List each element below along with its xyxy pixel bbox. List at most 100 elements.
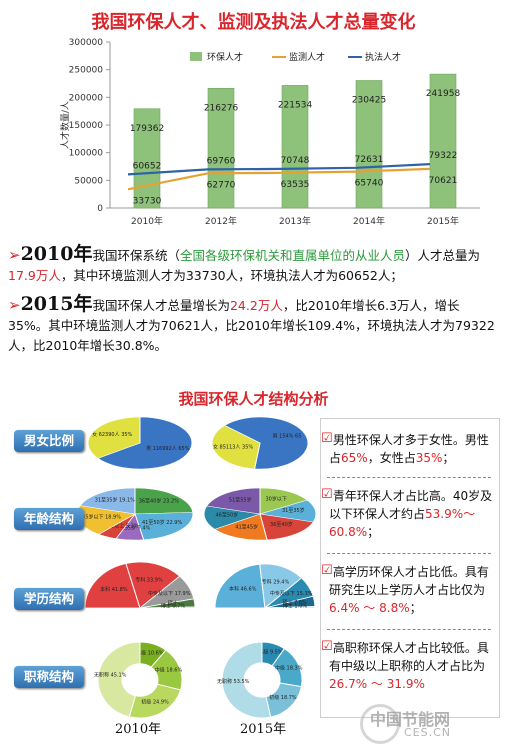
note-gender-e: ； bbox=[442, 451, 455, 465]
pie-label: 中级 18.6% bbox=[155, 666, 183, 673]
pie-slice bbox=[134, 512, 194, 540]
note-edu-b: 6.4% ～ 8.8% bbox=[329, 601, 410, 615]
line-monitoring bbox=[127, 167, 431, 191]
note-age: ☑ 青年环保人才占比高。40岁及以下环保人才约占53.9%～60.8%； bbox=[321, 487, 493, 539]
note-gender-d: 35% bbox=[415, 451, 443, 465]
bar-talent bbox=[133, 108, 161, 209]
pie-label: 36至40岁 23.2% bbox=[139, 498, 179, 505]
note-age-a: 青年环保人才占比高。40岁及以下环保人才约占 bbox=[329, 489, 493, 521]
label-title: 职称结构 bbox=[14, 666, 84, 688]
p1-text: 我国环保系统（ bbox=[92, 248, 180, 263]
pie-label: 36至40岁 bbox=[270, 521, 293, 528]
pie-label: 博士 0.7% bbox=[161, 603, 186, 610]
pie-slice bbox=[259, 513, 314, 541]
pie-title_2010: 高级 10.6% 中级 18.6% 初级 24.9% 无职称 45.1% bbox=[94, 641, 183, 719]
note-age-b: 53.9%～60.8% bbox=[329, 507, 476, 539]
y-tick-label: 200000 bbox=[69, 93, 104, 103]
y-tick-label: 0 bbox=[97, 204, 103, 214]
pie-label: 博士 1.0% bbox=[283, 603, 308, 610]
note-gender: ☑ 男性环保人才多于女性。男性占65%，女性占35%； bbox=[321, 431, 489, 465]
pie-slice bbox=[221, 641, 272, 719]
watermark-sub: CES.CN bbox=[404, 726, 452, 739]
bar-talent bbox=[355, 80, 383, 209]
note-edu-a: 高学历环保人才占比低。具有研究生以上学历人才占比仅为 bbox=[329, 565, 489, 597]
pie-slice bbox=[84, 563, 141, 609]
p1-text5: ，其中环境监测人才为33730人，环境执法人才为60652人； bbox=[60, 268, 403, 283]
pie-label: 无职称 45.1% bbox=[94, 672, 127, 679]
pie-label: 男 154% 65 bbox=[273, 434, 302, 440]
bar-label: 230425 bbox=[352, 95, 386, 105]
note-age-c: ； bbox=[367, 525, 380, 539]
y-axis-label: 人才数量/人 bbox=[59, 101, 71, 149]
y-tick-label: 100000 bbox=[69, 149, 104, 159]
pie-label: 女 85113人 35% bbox=[213, 443, 253, 450]
line-label: 70748 bbox=[281, 156, 310, 166]
line-label: 72631 bbox=[355, 155, 384, 165]
pie-label: 31至35岁 19.1% bbox=[95, 496, 135, 503]
pie-label: 硕士 7.6% bbox=[283, 599, 308, 606]
p2-total: 24.2万人 bbox=[229, 298, 283, 313]
year-label-2010: 2010年 bbox=[115, 722, 162, 737]
pie-slice bbox=[139, 606, 196, 609]
pie-label: 初级 24.9% bbox=[141, 698, 169, 705]
y-tick-label: 150000 bbox=[69, 121, 104, 131]
line-label: 69760 bbox=[207, 156, 236, 166]
pie-label: 55岁及以上 5.3% bbox=[98, 523, 139, 530]
x-tick-label: 2012年 bbox=[205, 215, 237, 227]
pie-label: 硕士 bbox=[168, 600, 178, 607]
line-label: 79322 bbox=[429, 151, 458, 161]
pie-slice bbox=[214, 563, 266, 609]
pie-label: 30岁以下 bbox=[265, 495, 286, 502]
legend-label: 执法人才 bbox=[365, 51, 401, 63]
pie-slice bbox=[125, 561, 181, 609]
pie-gender_2010: 男 116992人 65% 女 62390人 35% bbox=[87, 416, 193, 470]
bar-label: 179362 bbox=[130, 124, 164, 134]
pie-label: 无职称 53.5% bbox=[217, 678, 250, 685]
line-label: 70621 bbox=[429, 176, 458, 186]
y-tick-label: 50000 bbox=[74, 176, 103, 186]
bar-talent bbox=[429, 73, 457, 209]
x-tick-label: 2010年 bbox=[131, 215, 163, 227]
year-label-2015: 2015年 bbox=[240, 722, 287, 737]
pie-slice bbox=[134, 487, 194, 515]
x-tick-label: 2015年 bbox=[427, 215, 459, 227]
pie-label: 35岁以下 18.9% bbox=[82, 513, 121, 520]
pie-title_2015: 高级 9.5% 中级 18.3% 初级 18.7% 无职称 53.5% bbox=[217, 641, 303, 719]
bar-talent bbox=[207, 88, 235, 209]
x-tick-label: 2013年 bbox=[279, 215, 311, 227]
bar-label: 241958 bbox=[426, 89, 461, 99]
p1-text3: ）人才总量为 bbox=[405, 248, 481, 263]
line-label: 60652 bbox=[133, 161, 162, 171]
year-2015: 2015年 bbox=[20, 293, 93, 315]
y-tick-label: 250000 bbox=[69, 66, 104, 76]
structure-title: 我国环保人才结构分析 bbox=[178, 390, 329, 408]
p1-highlight: 全国各级环保机关和直属单位的从业人员 bbox=[179, 248, 405, 263]
notes-box: ☑ 男性环保人才多于女性。男性占65%，女性占35%； ☑ 青年环保人才占比高。… bbox=[320, 418, 500, 718]
pie-slice bbox=[97, 641, 141, 718]
pie-label: 专科 29.4% bbox=[262, 578, 290, 585]
watermark-logo-icon bbox=[360, 704, 400, 744]
pie-slice bbox=[223, 416, 309, 470]
pie-label: 女 62390人 35% bbox=[92, 431, 132, 438]
label-education: 学历结构 bbox=[14, 588, 84, 610]
pie-edu_2015: 本科 46.6% 专科 29.4% 中专及以下 15.3% 硕士 7.6%博士 1.0… bbox=[214, 563, 316, 610]
legend-swatch bbox=[190, 52, 202, 61]
note-education: ☑ 高学历环保人才占比低。具有研究生以上学历人才占比仅为6.4% ～ 8.8%； bbox=[321, 563, 489, 615]
line-label: 62770 bbox=[207, 180, 236, 190]
pie-label: 31至35岁 bbox=[282, 507, 305, 514]
year-2010: 2010年 bbox=[20, 243, 93, 265]
pie-label: 中专及以下 17.9% bbox=[148, 590, 191, 597]
bar-label: 221534 bbox=[278, 100, 313, 110]
pie-label: 高级 10.6% bbox=[136, 649, 164, 656]
pie-slice bbox=[264, 606, 316, 609]
y-tick-label: 300000 bbox=[69, 38, 104, 48]
pie-label: 51至55岁 bbox=[229, 496, 252, 503]
p1-total: 17.9万人 bbox=[8, 268, 61, 283]
p2-text: 我国环保人才总量增长为 bbox=[92, 298, 230, 313]
watermark: 中国节能网 bbox=[370, 710, 451, 729]
line-label: 33730 bbox=[133, 196, 162, 206]
pie-label: 高级 9.5% bbox=[258, 649, 283, 656]
label-age: 年龄结构 bbox=[14, 508, 84, 530]
chart-title: 我国环保人才、监测及执法人才总量变化 bbox=[91, 12, 416, 33]
